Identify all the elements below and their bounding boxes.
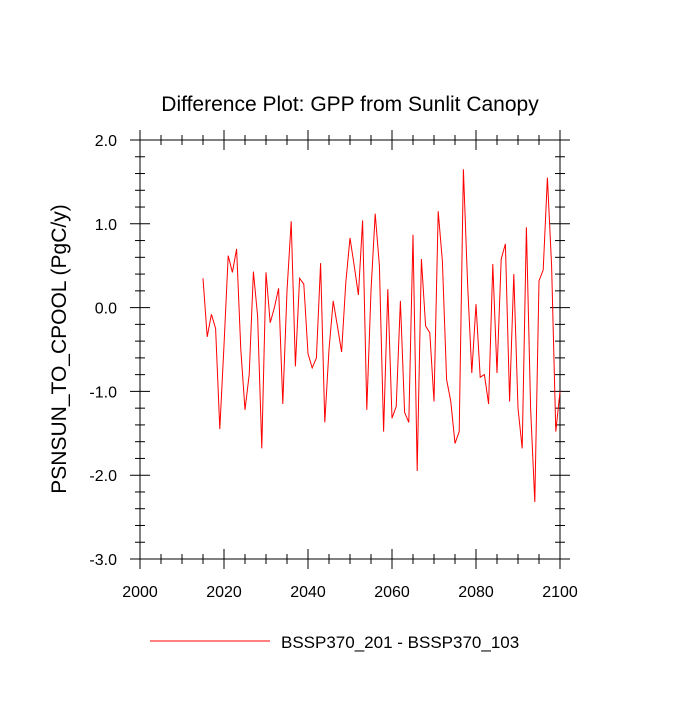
y-tick-label: 1.0 <box>95 217 117 234</box>
y-tick-label: -3.0 <box>89 552 117 569</box>
x-tick-label: 2080 <box>458 584 494 601</box>
data-series <box>202 169 561 503</box>
y-axis-label: PSNSUN_TO_CPOOL (PgC/y) <box>48 204 71 493</box>
x-tick-label: 2060 <box>374 584 410 601</box>
x-tick-label: 2020 <box>206 584 242 601</box>
y-tick-label: 2.0 <box>95 133 117 150</box>
x-tick-label: 2100 <box>542 584 578 601</box>
axis-ticks <box>130 130 570 569</box>
y-tick-label: -2.0 <box>89 468 117 485</box>
plot-frame <box>139 139 561 560</box>
series-line <box>202 169 561 503</box>
x-tick-label: 2040 <box>290 584 326 601</box>
legend-label: BSSP370_201 - BSSP370_103 <box>281 633 519 652</box>
legend: BSSP370_201 - BSSP370_103 <box>150 633 519 652</box>
x-tick-label: 2000 <box>122 584 158 601</box>
y-tick-label: 0.0 <box>95 301 117 318</box>
y-tick-label: -1.0 <box>89 384 117 401</box>
chart-title: Difference Plot: GPP from Sunlit Canopy <box>161 93 539 116</box>
tick-labels: 2000 2020 2040 2060 2080 2100 -3.0 -2.0 -1.0 0.0 1… <box>89 133 577 601</box>
